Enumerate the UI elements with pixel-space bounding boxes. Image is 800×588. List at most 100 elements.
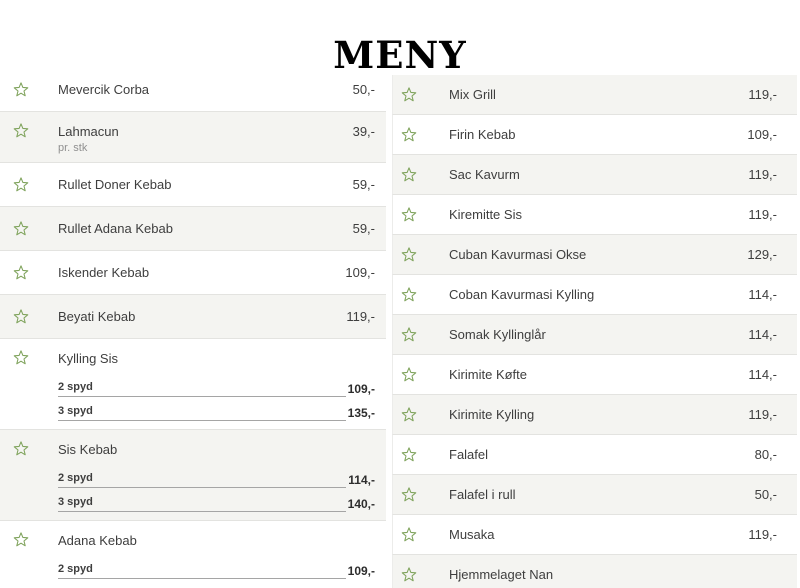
favorite-star-icon[interactable]	[393, 566, 449, 584]
menu-item-name: Adana Kebab	[58, 533, 137, 548]
menu-item-price: 119,-	[748, 527, 777, 542]
menu-item-content: Mevercik Corba 50,-	[58, 82, 386, 97]
menu-item-content: Cuban Kavurmasi Okse 129,-	[449, 247, 797, 262]
variant-price: 114,-	[348, 473, 375, 487]
menu-item-content: Adana Kebab 2 spyd 109,- 3 spyd 135,-	[58, 521, 386, 588]
menu-item-content: Falafel i rull 50,-	[449, 487, 797, 502]
menu-item-main-line: Kiremitte Sis 119,-	[449, 207, 777, 222]
menu-item-price: 114,-	[748, 367, 777, 382]
favorite-star-icon[interactable]	[393, 246, 449, 264]
menu-item-row: Somak Kyllinglår 114,-	[392, 315, 797, 355]
menu-item-name: Rullet Adana Kebab	[58, 221, 173, 236]
menu-item-row: Iskender Kebab 109,-	[0, 251, 386, 295]
variant-row: 2 spyd 114,-	[58, 464, 375, 488]
menu-item-main-line: Falafel 80,-	[449, 447, 777, 462]
favorite-star-icon[interactable]	[393, 86, 449, 104]
menu-item-name: Coban Kavurmasi Kylling	[449, 287, 595, 302]
favorite-star-icon[interactable]	[0, 81, 58, 99]
menu-item-main-line: Sac Kavurm 119,-	[449, 167, 777, 182]
menu-item-main-line: Lahmacun 39,-	[58, 124, 375, 139]
menu-item-main-line: Kirimite Køfte 114,-	[449, 367, 777, 382]
menu-item-main-line: Beyati Kebab 119,-	[58, 309, 375, 324]
menu-item-name: Somak Kyllinglår	[449, 327, 546, 342]
menu-item-name: Rullet Doner Kebab	[58, 177, 172, 192]
favorite-star-icon[interactable]	[0, 112, 58, 140]
favorite-star-icon[interactable]	[0, 339, 58, 367]
variant-row: 3 spyd 140,-	[58, 488, 375, 512]
favorite-star-icon[interactable]	[393, 166, 449, 184]
variant-leader-line	[92, 510, 346, 512]
menu-item-name: Kiremitte Sis	[449, 207, 522, 222]
menu-item-name: Hjemmelaget Nan	[449, 567, 554, 582]
menu-item-row: Mix Grill 119,-	[392, 75, 797, 115]
menu-item-main-line: Iskender Kebab 109,-	[58, 265, 375, 280]
menu-item-name: Sac Kavurm	[449, 167, 520, 182]
menu-item-content: Iskender Kebab 109,-	[58, 265, 386, 280]
variant-price: 109,-	[347, 564, 375, 578]
menu-item-main-line: Kirimite Kylling 119,-	[449, 407, 777, 422]
menu-item-content: Musaka 119,-	[449, 527, 797, 542]
menu-item-row: Adana Kebab 2 spyd 109,- 3 spyd 135,-	[0, 521, 386, 588]
menu-item-variants: 2 spyd 109,- 3 spyd 135,-	[58, 555, 375, 588]
menu-item-row: Kirimite Køfte 114,-	[392, 355, 797, 395]
menu-item-content: Falafel 80,-	[449, 447, 797, 462]
favorite-star-icon[interactable]	[393, 206, 449, 224]
favorite-star-icon[interactable]	[393, 126, 449, 144]
menu-item-name: Kylling Sis	[58, 351, 118, 366]
menu-item-price: 119,-	[748, 407, 777, 422]
menu-item-variants: 2 spyd 114,- 3 spyd 140,-	[58, 464, 375, 512]
menu-item-row: Mevercik Corba 50,-	[0, 68, 386, 112]
favorite-star-icon[interactable]	[393, 446, 449, 464]
menu-item-price: 119,-	[748, 207, 777, 222]
favorite-star-icon[interactable]	[393, 486, 449, 504]
menu-item-row: Sac Kavurm 119,-	[392, 155, 797, 195]
menu-item-main-line: Somak Kyllinglår 114,-	[449, 327, 777, 342]
menu-item-main-line: Falafel i rull 50,-	[449, 487, 777, 502]
menu-item-row: Kirimite Kylling 119,-	[392, 395, 797, 435]
menu-item-content: Kiremitte Sis 119,-	[449, 207, 797, 222]
menu-item-content: Kylling Sis 2 spyd 109,- 3 spyd 135,-	[58, 339, 386, 429]
variant-row: 3 spyd 135,-	[58, 397, 375, 421]
variant-label: 3 spyd	[58, 405, 93, 421]
menu-item-content: Kirimite Kylling 119,-	[449, 407, 797, 422]
menu-item-main-line: Mevercik Corba 50,-	[58, 82, 375, 97]
variant-price: 140,-	[347, 497, 375, 511]
favorite-star-icon[interactable]	[0, 521, 58, 549]
menu-item-row: Falafel i rull 50,-	[392, 475, 797, 515]
menu-item-row: Kiremitte Sis 119,-	[392, 195, 797, 235]
variant-label: 2 spyd	[58, 381, 93, 397]
menu-item-row: Musaka 119,-	[392, 515, 797, 555]
favorite-star-icon[interactable]	[393, 526, 449, 544]
variant-row: 2 spyd 109,-	[58, 555, 375, 579]
menu-item-price: 119,-	[346, 309, 375, 324]
menu-item-content: Sis Kebab 2 spyd 114,- 3 spyd 140,-	[58, 430, 386, 520]
menu-item-variants: 2 spyd 109,- 3 spyd 135,-	[58, 373, 375, 421]
variant-label: 3 spyd	[58, 496, 93, 512]
variant-row: 2 spyd 109,-	[58, 373, 375, 397]
menu-item-row: Coban Kavurmasi Kylling 114,-	[392, 275, 797, 315]
favorite-star-icon[interactable]	[393, 366, 449, 384]
menu-item-content: Beyati Kebab 119,-	[58, 309, 386, 324]
menu-item-row: Hjemmelaget Nan	[392, 555, 797, 588]
variant-leader-line	[92, 577, 346, 579]
menu-item-row: Rullet Doner Kebab 59,-	[0, 163, 386, 207]
favorite-star-icon[interactable]	[0, 176, 58, 194]
favorite-star-icon[interactable]	[0, 430, 58, 458]
favorite-star-icon[interactable]	[393, 326, 449, 344]
menu-item-name: Iskender Kebab	[58, 265, 150, 280]
menu-item-name: Falafel	[449, 447, 489, 462]
menu-item-content: Lahmacun 39,- pr. stk	[58, 112, 386, 162]
menu-item-price: 39,-	[352, 124, 375, 139]
menu-item-row: Sis Kebab 2 spyd 114,- 3 spyd 140,-	[0, 430, 386, 521]
favorite-star-icon[interactable]	[0, 220, 58, 238]
menu-item-main-line: Cuban Kavurmasi Okse 129,-	[449, 247, 777, 262]
menu-item-name: Cuban Kavurmasi Okse	[449, 247, 587, 262]
favorite-star-icon[interactable]	[0, 264, 58, 282]
menu-item-price: 109,-	[345, 265, 375, 280]
menu-item-main-line: Sis Kebab	[58, 442, 375, 457]
favorite-star-icon[interactable]	[393, 406, 449, 424]
menu-item-content: Sac Kavurm 119,-	[449, 167, 797, 182]
favorite-star-icon[interactable]	[0, 308, 58, 326]
favorite-star-icon[interactable]	[393, 286, 449, 304]
menu-item-main-line: Coban Kavurmasi Kylling 114,-	[449, 287, 777, 302]
